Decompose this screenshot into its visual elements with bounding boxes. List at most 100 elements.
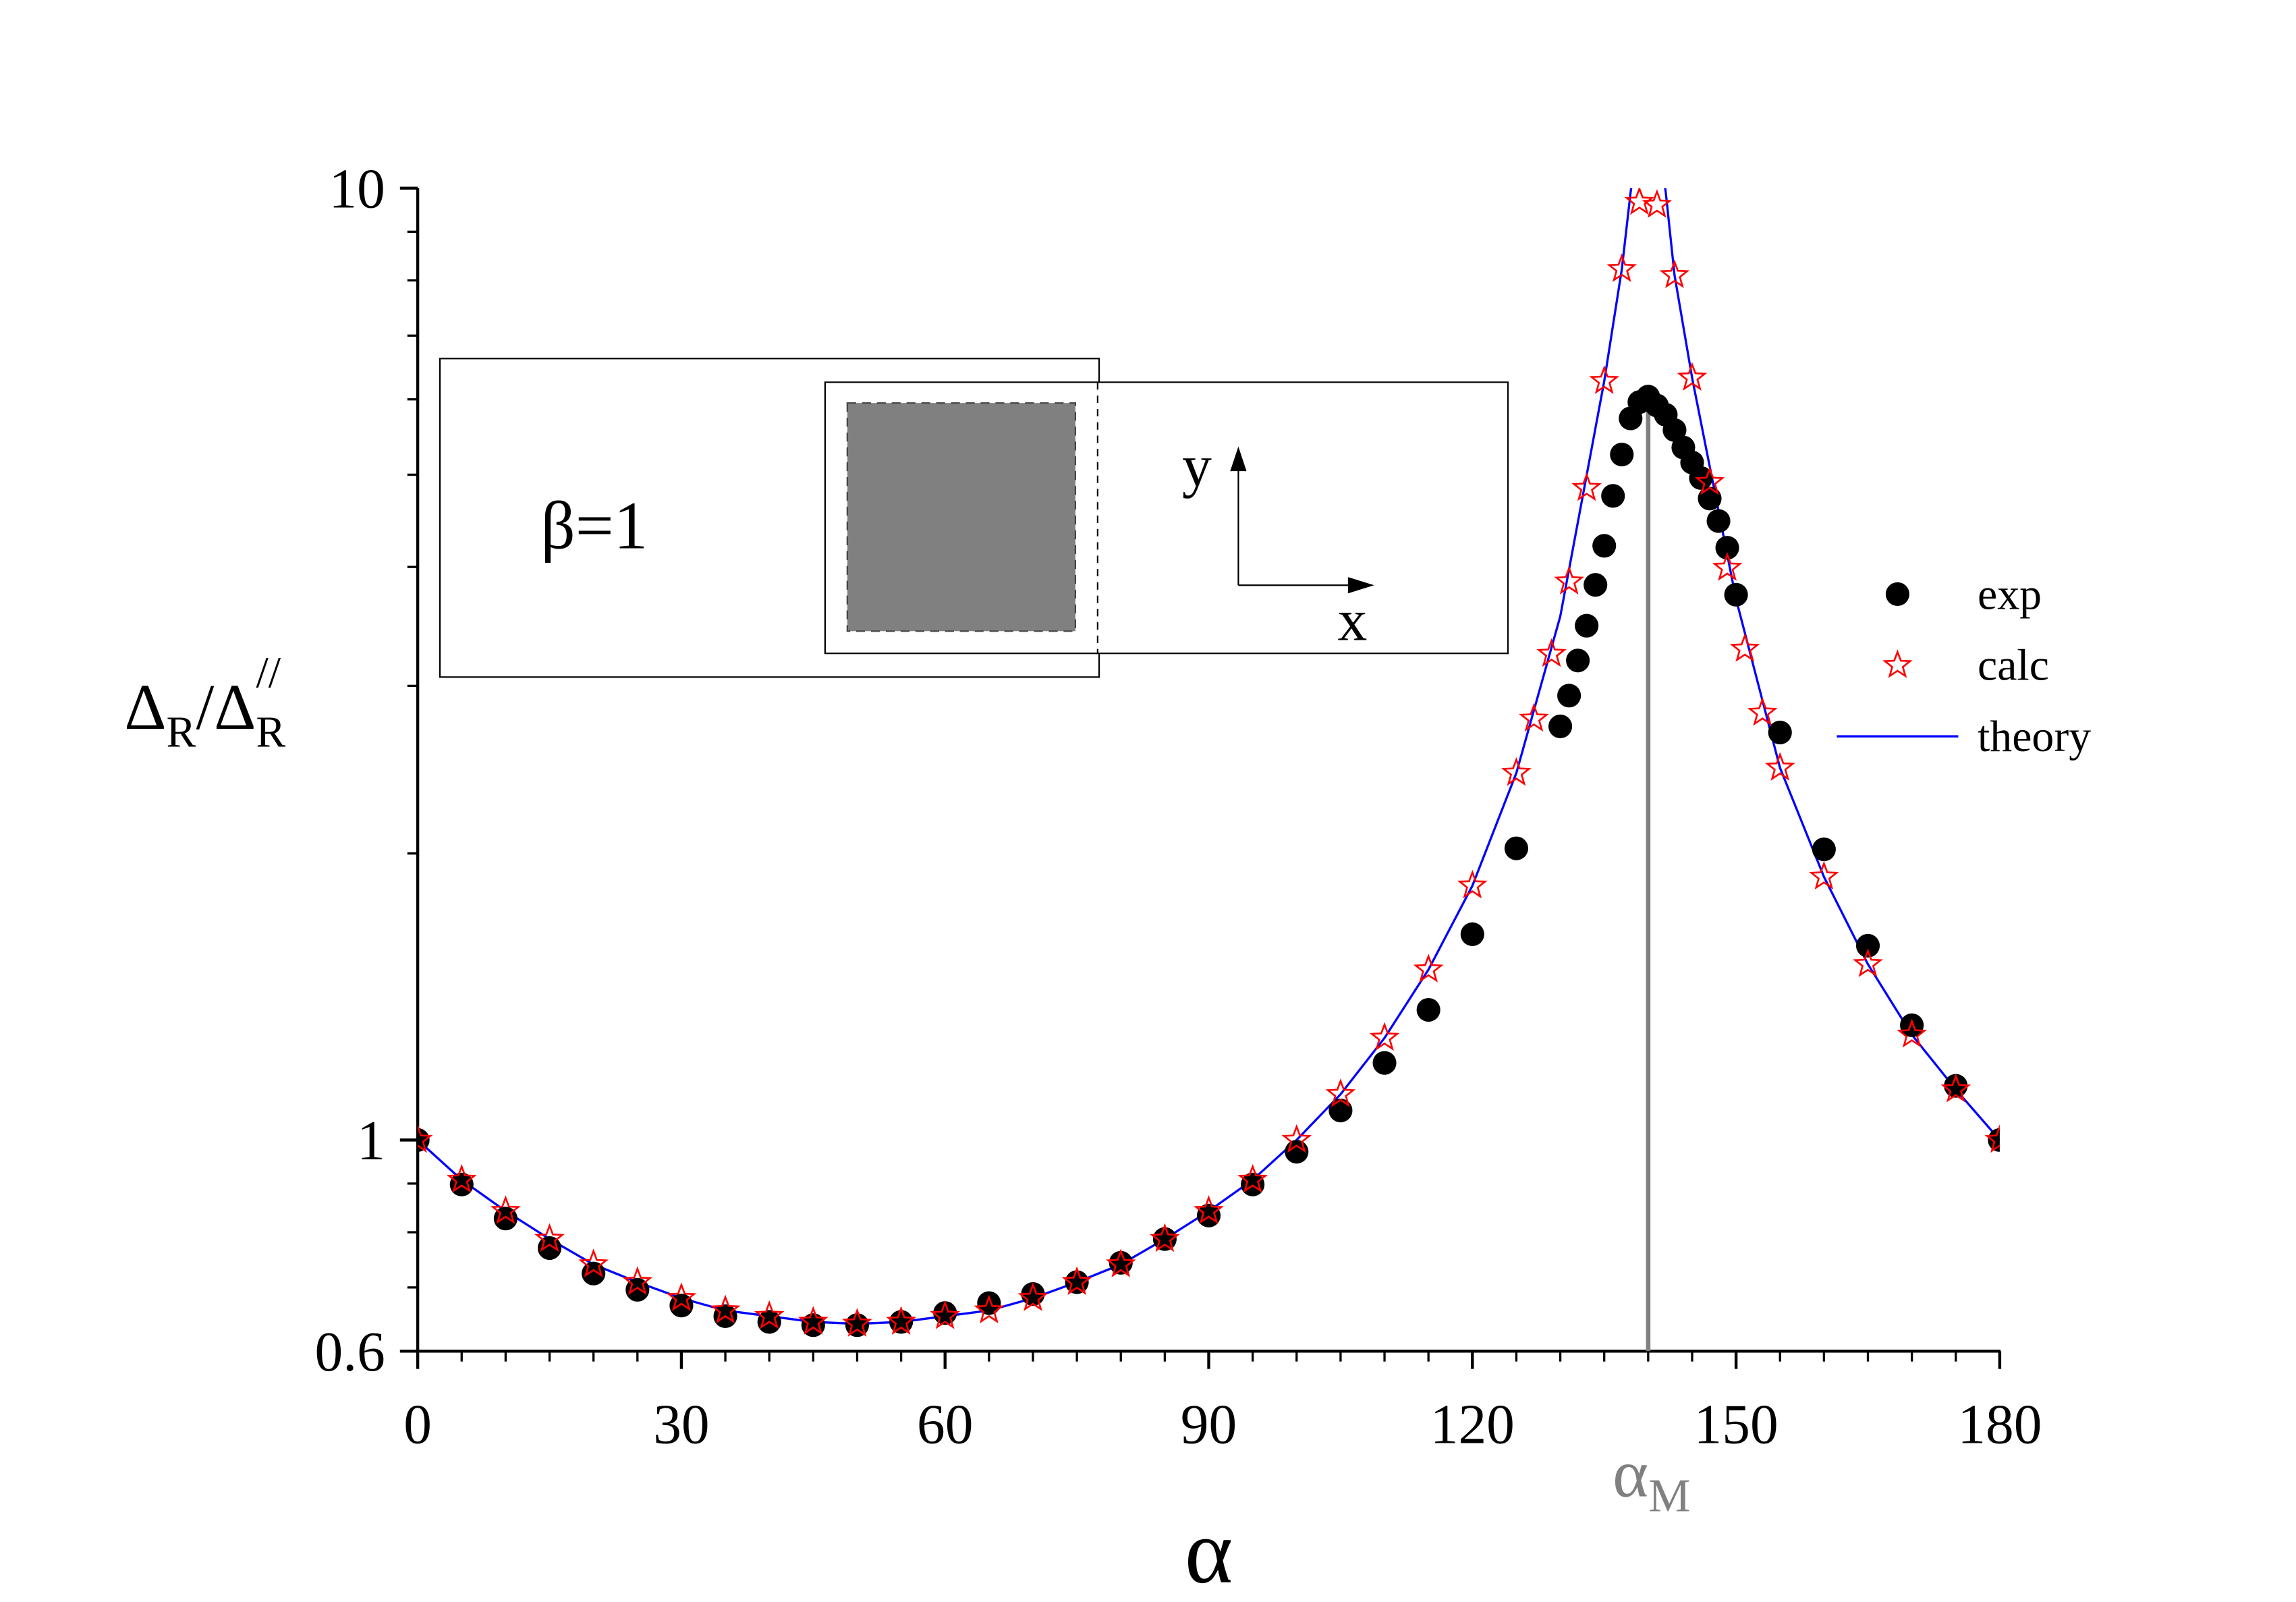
calc-point [1519, 702, 1549, 732]
calc-point [1457, 869, 1488, 899]
x-axis-label: α [1185, 1501, 1233, 1602]
exp-point [1724, 582, 1748, 607]
calc-point [1571, 472, 1602, 501]
y-label-part: /Δ [196, 671, 256, 743]
y-tick-label: 0.6 [315, 1321, 385, 1383]
theory-line [418, 188, 2000, 1325]
calc-point [666, 1282, 697, 1311]
inset-square [846, 402, 1077, 632]
legend-marker [1885, 582, 1909, 606]
calc-point [842, 1308, 872, 1337]
legend-marker [1882, 649, 1913, 678]
exp-point [1601, 484, 1625, 508]
arrow-head [1347, 577, 1374, 594]
calc-point [1237, 1163, 1268, 1193]
calc-point [622, 1266, 653, 1296]
calc-point [1369, 1022, 1400, 1051]
calc-point [754, 1300, 785, 1329]
calc-point [974, 1294, 1005, 1324]
exp-point [1715, 536, 1739, 560]
calc-point [1150, 1223, 1180, 1252]
calc-point [1853, 948, 1883, 977]
exp-point [1328, 1099, 1353, 1123]
calc-point [1747, 696, 1778, 726]
exp-point [1768, 720, 1792, 745]
calc-point [710, 1294, 741, 1324]
calc-point [1589, 365, 1620, 394]
calc-point [1729, 633, 1760, 662]
calc-point [1606, 253, 1637, 282]
calc-point [1677, 362, 1708, 391]
exp-point [1592, 534, 1617, 558]
exp-point [1610, 442, 1634, 467]
calc-point [1194, 1195, 1224, 1224]
calc-point [1897, 1018, 1928, 1048]
calc-point [1413, 954, 1444, 983]
exp-point [1557, 684, 1581, 708]
calc-point [1325, 1078, 1356, 1107]
x-tick-label: 60 [917, 1393, 973, 1456]
inset-y-label: y [1182, 433, 1212, 499]
calc-point [446, 1163, 477, 1193]
y-tick-label: 10 [329, 158, 385, 220]
alpha-m-part: α [1613, 1435, 1648, 1511]
calc-point [1105, 1248, 1136, 1277]
legend-label: exp [1978, 570, 2042, 619]
x-tick-label: 90 [1181, 1393, 1237, 1456]
x-tick-label: 0 [403, 1393, 432, 1456]
calc-point [534, 1223, 565, 1252]
inset-label: β=1 [540, 487, 648, 563]
y-label-part: R [167, 708, 196, 757]
calc-point [1642, 189, 1673, 218]
legend-label: calc [1978, 641, 2049, 690]
x-tick-label: 150 [1694, 1393, 1779, 1456]
exp-point [1584, 573, 1608, 597]
exp-point [1662, 418, 1687, 442]
alpha-m-label: αM [1613, 1435, 1690, 1522]
y-tick-label: 1 [357, 1110, 385, 1172]
x-tick-label: 180 [1957, 1393, 2042, 1456]
legend-label: theory [1978, 712, 2091, 761]
inset-x-label: x [1338, 587, 1368, 653]
calc-point [1624, 188, 1655, 215]
y-label-part: R [256, 708, 285, 757]
exp-point [1460, 922, 1484, 947]
y-axis-label: ΔR/ΔR// [124, 648, 285, 757]
exp-point [1504, 836, 1529, 860]
calc-point [1694, 466, 1725, 495]
calc-point [1061, 1266, 1092, 1296]
exp-point [1698, 487, 1722, 511]
calc-point [1501, 756, 1532, 786]
exp-point [1548, 714, 1573, 738]
x-tick-label: 30 [653, 1393, 709, 1456]
calc-point [578, 1248, 609, 1277]
plot-area [418, 188, 2000, 1337]
arrow-head [1230, 446, 1247, 472]
calc-point [886, 1306, 916, 1335]
calc-point [930, 1300, 961, 1329]
alpha-m-part: M [1648, 1469, 1690, 1522]
calc-point [1808, 860, 1839, 890]
calc-point [1017, 1282, 1048, 1311]
calc-point [1984, 1124, 2000, 1153]
exp-point [582, 1261, 606, 1286]
exp-point [1566, 648, 1590, 673]
calc-point [418, 1124, 433, 1153]
inset [439, 358, 1509, 678]
calc-point [1659, 259, 1690, 288]
calc-point [1764, 752, 1795, 781]
y-label-part: Δ [124, 671, 166, 743]
calc-point [1940, 1073, 1971, 1103]
calc-point [1554, 565, 1584, 595]
calc-point [1536, 638, 1567, 667]
calc-point [1281, 1124, 1312, 1153]
exp-point [537, 1236, 562, 1261]
calc-point [491, 1195, 521, 1224]
exp-point [1416, 997, 1440, 1022]
exp-point [1855, 933, 1880, 958]
exp-point [977, 1291, 1001, 1315]
exp-point [1812, 837, 1836, 862]
exp-point [1575, 613, 1599, 638]
